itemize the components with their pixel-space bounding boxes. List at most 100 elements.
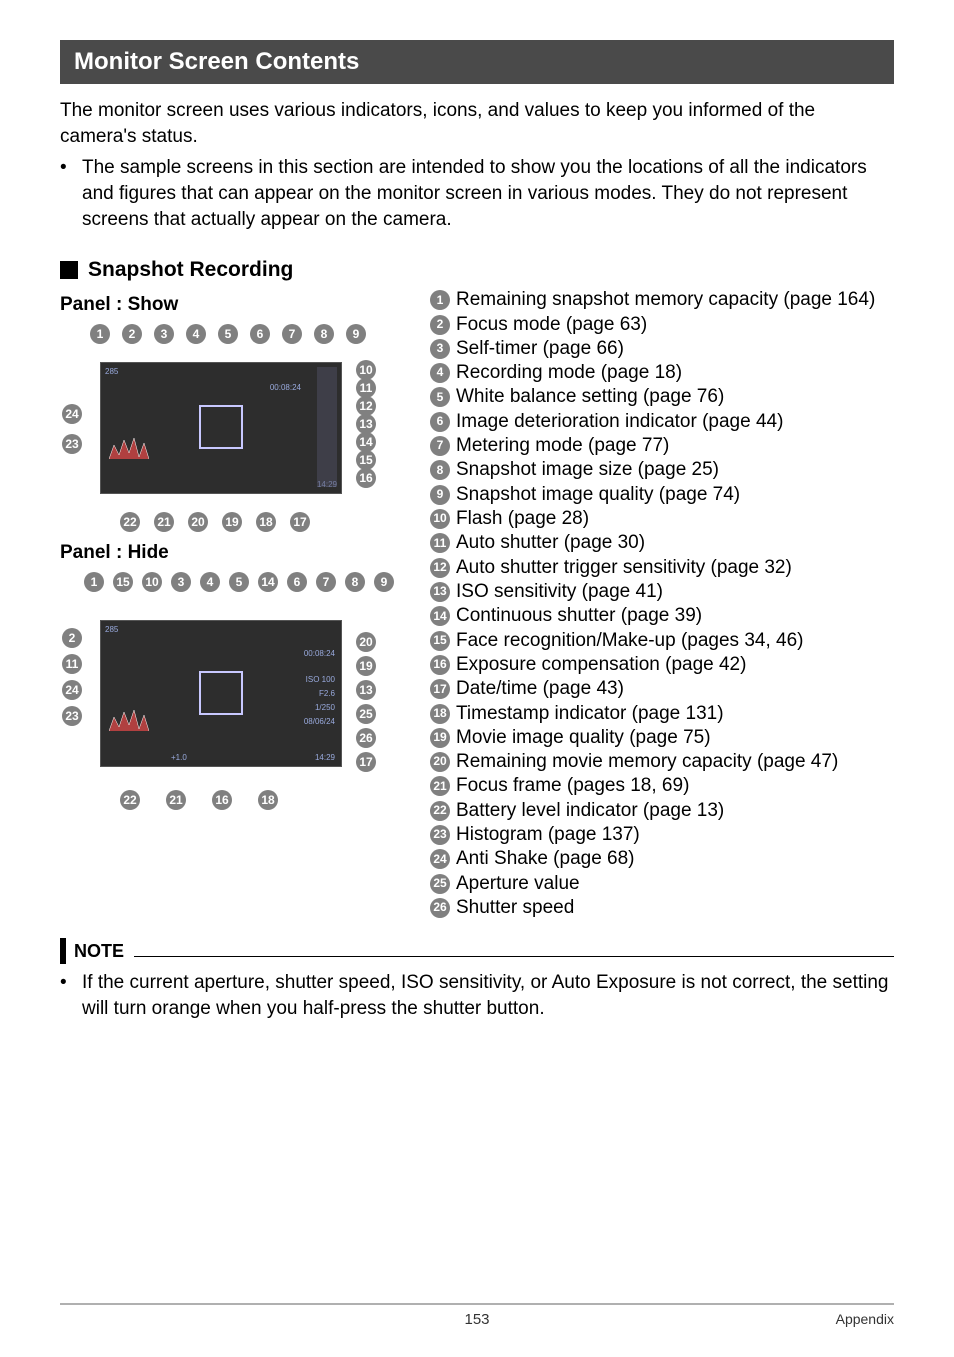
legend-text: Face recognition/Make-up (pages 34, 46) bbox=[456, 629, 803, 653]
osd-date: 08/06/24 bbox=[304, 717, 335, 726]
square-bullet-icon bbox=[60, 261, 78, 279]
legend-item: 6 Image deterioration indicator (page 44) bbox=[430, 410, 894, 434]
callout-number-2: 2 bbox=[122, 324, 142, 344]
callout-number-23: 23 bbox=[62, 434, 82, 454]
osd-movie-time: 00:08:24 bbox=[270, 383, 301, 392]
legend-text: Self-timer (page 66) bbox=[456, 337, 624, 361]
panel-hide-label: Panel : Hide bbox=[60, 542, 410, 564]
legend-item: 7Metering mode (page 77) bbox=[430, 434, 894, 458]
histogram-icon-2 bbox=[109, 707, 149, 731]
bullet-dot: • bbox=[60, 155, 82, 232]
legend-text: Auto shutter trigger sensitivity (page 3… bbox=[456, 556, 792, 580]
osd-remaining: 285 bbox=[105, 367, 118, 376]
callout-number-16: 16 bbox=[430, 655, 450, 675]
legend-text: Flash (page 28) bbox=[456, 507, 589, 531]
histogram-icon bbox=[109, 435, 149, 459]
callout-number-18: 18 bbox=[258, 790, 278, 810]
legend-item: 19 Movie image quality (page 75) bbox=[430, 726, 894, 750]
legend-text: Focus mode (page 63) bbox=[456, 313, 647, 337]
callout-number-6: 6 bbox=[287, 572, 307, 592]
callout-number-17: 17 bbox=[356, 752, 376, 772]
side-callout: 24 bbox=[62, 678, 88, 700]
legend-text: Timestamp indicator (page 131) bbox=[456, 702, 724, 726]
legend-text: Anti Shake (page 68) bbox=[456, 847, 635, 871]
legend-text: Remaining movie memory capacity (page 47… bbox=[456, 750, 838, 774]
legend-text: Date/time (page 43) bbox=[456, 677, 624, 701]
callout-number-22: 22 bbox=[430, 801, 450, 821]
callout-number-20: 20 bbox=[430, 752, 450, 772]
page-footer: 153 Appendix bbox=[60, 1303, 894, 1327]
callout-number-8: 8 bbox=[345, 572, 365, 592]
osd-movie-time-2: 00:08:24 bbox=[304, 649, 335, 658]
callout-number-10: 10 bbox=[430, 509, 450, 529]
callout-number-17: 17 bbox=[290, 512, 310, 532]
side-callout: 13 bbox=[356, 678, 382, 700]
legend-text: Movie image quality (page 75) bbox=[456, 726, 711, 750]
legend-text: ISO sensitivity (page 41) bbox=[456, 580, 663, 604]
callout-number-13: 13 bbox=[356, 680, 376, 700]
callout-number-16: 16 bbox=[212, 790, 232, 810]
footer-section: Appendix bbox=[836, 1311, 894, 1327]
intro-text: The monitor screen uses various indicato… bbox=[60, 98, 894, 149]
callout-number-26: 26 bbox=[430, 898, 450, 918]
callout-number-11: 11 bbox=[62, 654, 82, 674]
legend-item: 15Face recognition/Make-up (pages 34, 46… bbox=[430, 629, 894, 653]
callout-number-23: 23 bbox=[430, 825, 450, 845]
note-block: NOTE • If the current aperture, shutter … bbox=[60, 938, 894, 1021]
osd-time-2: 14:29 bbox=[315, 753, 335, 762]
legend-text: Remaining snapshot memory capacity (page… bbox=[456, 288, 875, 312]
callout-number-19: 19 bbox=[222, 512, 242, 532]
callout-number-6: 6 bbox=[250, 324, 270, 344]
callout-number-16: 16 bbox=[356, 468, 376, 488]
callout-number-14: 14 bbox=[430, 606, 450, 626]
side-icon-strip bbox=[317, 367, 337, 487]
diagram2-screen: 285 00:08:24 ISO 100 F2.6 1/250 08/06/24… bbox=[100, 620, 342, 767]
legend-item: 10 Flash (page 28) bbox=[430, 507, 894, 531]
callout-number-8: 8 bbox=[314, 324, 334, 344]
legend-item: 17 Date/time (page 43) bbox=[430, 677, 894, 701]
legend-item: 24Anti Shake (page 68) bbox=[430, 847, 894, 871]
diagram1-screen: 285 00:08:24 14:29 bbox=[100, 362, 342, 494]
note-bar-icon bbox=[60, 938, 66, 964]
callout-number-24: 24 bbox=[62, 680, 82, 700]
legend-text: White balance setting (page 76) bbox=[456, 385, 724, 409]
callout-number-7: 7 bbox=[316, 572, 336, 592]
legend-column: 1Remaining snapshot memory capacity (pag… bbox=[410, 288, 894, 920]
osd-iso: ISO 100 bbox=[306, 675, 335, 684]
note-rule bbox=[134, 946, 894, 957]
callout-number-17: 17 bbox=[430, 679, 450, 699]
callout-number-5: 5 bbox=[218, 324, 238, 344]
legend-item: 12 Auto shutter trigger sensitivity (page… bbox=[430, 556, 894, 580]
intro-bullet-text: The sample screens in this section are i… bbox=[82, 155, 894, 232]
callout-number-14: 14 bbox=[258, 572, 278, 592]
side-callout: 23 bbox=[62, 432, 88, 454]
legend-item: 3Self-timer (page 66) bbox=[430, 337, 894, 361]
callout-number-4: 4 bbox=[186, 324, 206, 344]
legend-item: 16 Exposure compensation (page 42) bbox=[430, 653, 894, 677]
legend-item: 13ISO sensitivity (page 41) bbox=[430, 580, 894, 604]
osd-aperture: F2.6 bbox=[319, 689, 335, 698]
legend-text: Histogram (page 137) bbox=[456, 823, 640, 847]
callout-number-12: 12 bbox=[430, 558, 450, 578]
legend-text: Image deterioration indicator (page 44) bbox=[456, 410, 783, 434]
callout-number-4: 4 bbox=[200, 572, 220, 592]
callout-number-19: 19 bbox=[430, 728, 450, 748]
callout-number-6: 6 bbox=[430, 412, 450, 432]
callout-number-3: 3 bbox=[154, 324, 174, 344]
callout-number-24: 24 bbox=[62, 404, 82, 424]
side-callout: 20 bbox=[356, 630, 382, 652]
note-text: If the current aperture, shutter speed, … bbox=[82, 970, 894, 1021]
diagram-panel-show: 123456789 285 00:08:24 14:29 2423 bbox=[60, 322, 380, 532]
callout-number-19: 19 bbox=[356, 656, 376, 676]
legend-text: Shutter speed bbox=[456, 896, 574, 920]
callout-number-23: 23 bbox=[62, 706, 82, 726]
legend-item: 1Remaining snapshot memory capacity (pag… bbox=[430, 288, 894, 312]
legend-text: Exposure compensation (page 42) bbox=[456, 653, 746, 677]
callout-number-26: 26 bbox=[356, 728, 376, 748]
legend-text: Snapshot image size (page 25) bbox=[456, 458, 719, 482]
legend-text: Metering mode (page 77) bbox=[456, 434, 669, 458]
callout-number-18: 18 bbox=[430, 704, 450, 724]
legend-item: 20 Remaining movie memory capacity (page … bbox=[430, 750, 894, 774]
diagram1-bottom-numbers: 222120191817 bbox=[120, 510, 316, 532]
legend-item: 8Snapshot image size (page 25) bbox=[430, 458, 894, 482]
